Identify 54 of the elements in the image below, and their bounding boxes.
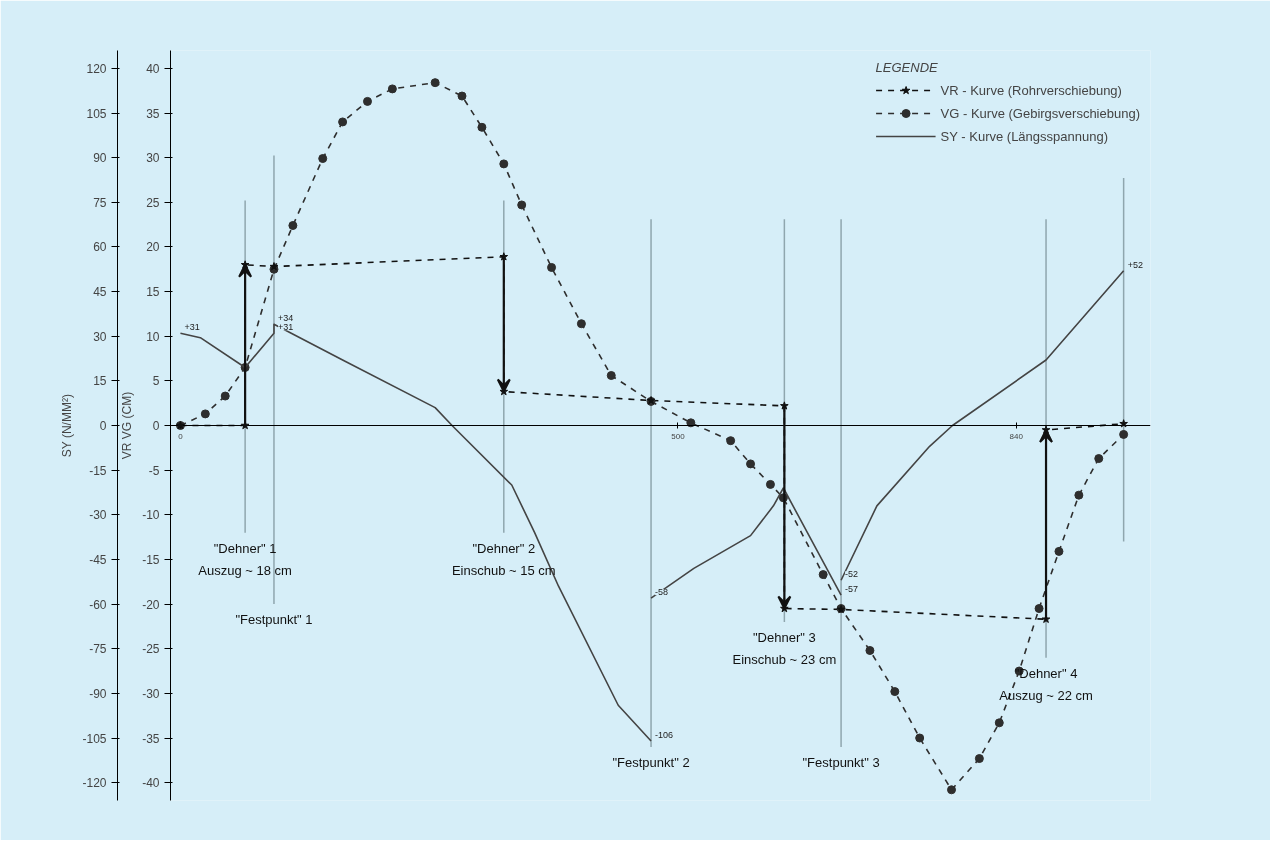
y2-tick-label: -45	[89, 552, 107, 567]
data-label: +31	[277, 322, 294, 333]
x-tick-label: 0	[178, 431, 184, 441]
y-tick-label: -10	[142, 508, 160, 523]
x-tick-label: 500	[671, 431, 686, 441]
legend-title: LEGENDE	[875, 60, 939, 75]
y-tick-label: -30	[142, 686, 160, 701]
y-tick-label: -20	[142, 597, 160, 612]
y2-tick-label: -105	[82, 731, 107, 746]
ref-line-label: "Dehner" 3 Einschub ~ 23 cm	[732, 629, 837, 668]
y-tick-label: 25	[146, 195, 160, 210]
legend-label: VG - Kurve (Gebirgsverschiebung)	[940, 105, 1140, 121]
y-tick-label: -35	[142, 731, 160, 746]
y-axis-title: VR VG (CM)	[120, 391, 135, 460]
ref-line-label: "Festpunkt" 2	[612, 754, 690, 770]
y2-tick-label: 60	[93, 240, 107, 255]
y2-tick-label: 120	[86, 61, 107, 76]
y2-tick-label: 15	[93, 374, 107, 389]
y2-axis-title: SY (N/MM²)	[60, 394, 75, 458]
data-label: +52	[1127, 259, 1143, 270]
data-label: +34	[277, 313, 294, 324]
y2-tick-label: -120	[82, 776, 107, 791]
y2-tick-label: -30	[89, 508, 107, 523]
y2-tick-label: 105	[86, 106, 107, 121]
y-tick-label: 30	[146, 151, 160, 166]
y-tick-label: 10	[146, 329, 160, 344]
y-tick-label: -5	[148, 463, 160, 478]
y-tick-label: -40	[142, 776, 160, 791]
ref-line-label: "Festpunkt" 3	[802, 754, 880, 770]
y-tick-label: 5	[152, 374, 160, 389]
y-tick-label: -15	[142, 552, 160, 567]
data-label: -57	[845, 584, 859, 595]
ref-line-label: "Dehner" 1 Auszug ~ 18 cm	[198, 540, 292, 579]
data-label: -106	[655, 729, 674, 740]
x-tick-label: 840	[1009, 431, 1024, 441]
y2-tick-label: 75	[93, 195, 107, 210]
y-tick-label: 20	[146, 240, 160, 255]
y-tick-label: 35	[146, 106, 160, 121]
y-tick-label: 40	[146, 61, 160, 76]
data-label: -52	[845, 569, 859, 580]
y2-tick-label: -75	[89, 642, 107, 657]
y2-tick-label: 45	[93, 285, 107, 300]
ref-line-label: "Festpunkt" 1	[235, 612, 313, 628]
data-label: +31	[184, 322, 200, 333]
y2-tick-label: 90	[93, 151, 107, 166]
y2-tick-label: 30	[93, 329, 107, 344]
legend-label: VR - Kurve (Rohrverschiebung)	[940, 82, 1122, 98]
y2-tick-label: -90	[89, 686, 107, 701]
y-tick-label: 15	[146, 285, 160, 300]
y-tick-label: -25	[142, 642, 160, 657]
y2-tick-label: -60	[89, 597, 107, 612]
legend-label: SY - Kurve (Längsspannung)	[940, 128, 1108, 144]
y2-tick-label: -15	[89, 463, 107, 478]
data-label: -58	[655, 587, 669, 598]
